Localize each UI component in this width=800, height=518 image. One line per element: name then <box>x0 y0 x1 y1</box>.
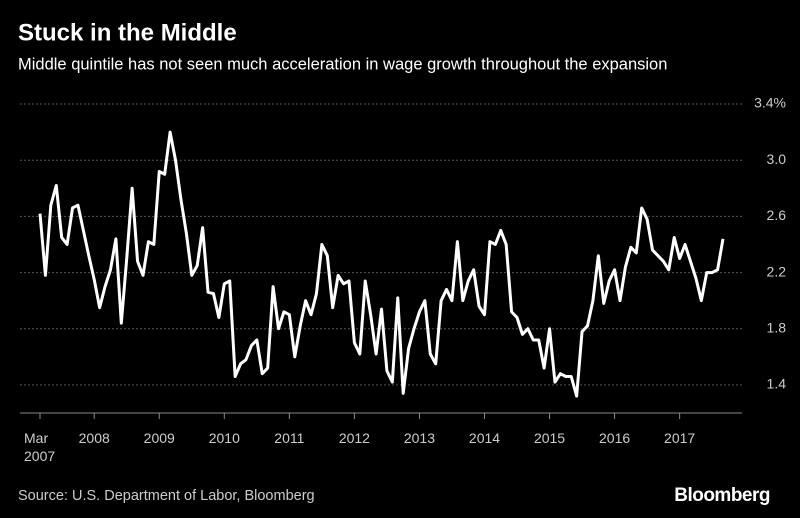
x-tick-label: 2010 <box>208 430 240 446</box>
x-tick-label: Mar 2007 <box>24 430 56 464</box>
x-tick-label: 2011 <box>274 430 305 446</box>
x-tick-label: 2008 <box>78 430 110 446</box>
x-tick-label: 2017 <box>664 430 696 446</box>
x-tick-label: 2015 <box>533 430 566 446</box>
y-tick-label: 3.0 <box>767 151 787 167</box>
source: Source: U.S. Department of Labor, Bloomb… <box>18 488 315 504</box>
x-tick-label: 2012 <box>338 430 370 446</box>
x-tick-label: 2014 <box>468 430 501 446</box>
y-tick-label: 2.6 <box>767 207 787 223</box>
y-tick-label: 1.8 <box>767 319 787 335</box>
y-tick-label: 1.4 <box>767 376 787 392</box>
x-tick-label: 2009 <box>143 430 175 446</box>
chart-subtitle: Middle quintile has not seen much accele… <box>18 55 667 73</box>
brand: Bloomberg <box>674 485 770 506</box>
chart-title: Stuck in the Middle <box>18 19 237 46</box>
y-tick-label: 2.2 <box>767 263 787 279</box>
x-tick-label: 2016 <box>599 430 631 446</box>
x-tick-label: 2013 <box>403 430 436 446</box>
data-line <box>38 130 725 398</box>
y-tick-label: 3.4% <box>754 95 786 111</box>
